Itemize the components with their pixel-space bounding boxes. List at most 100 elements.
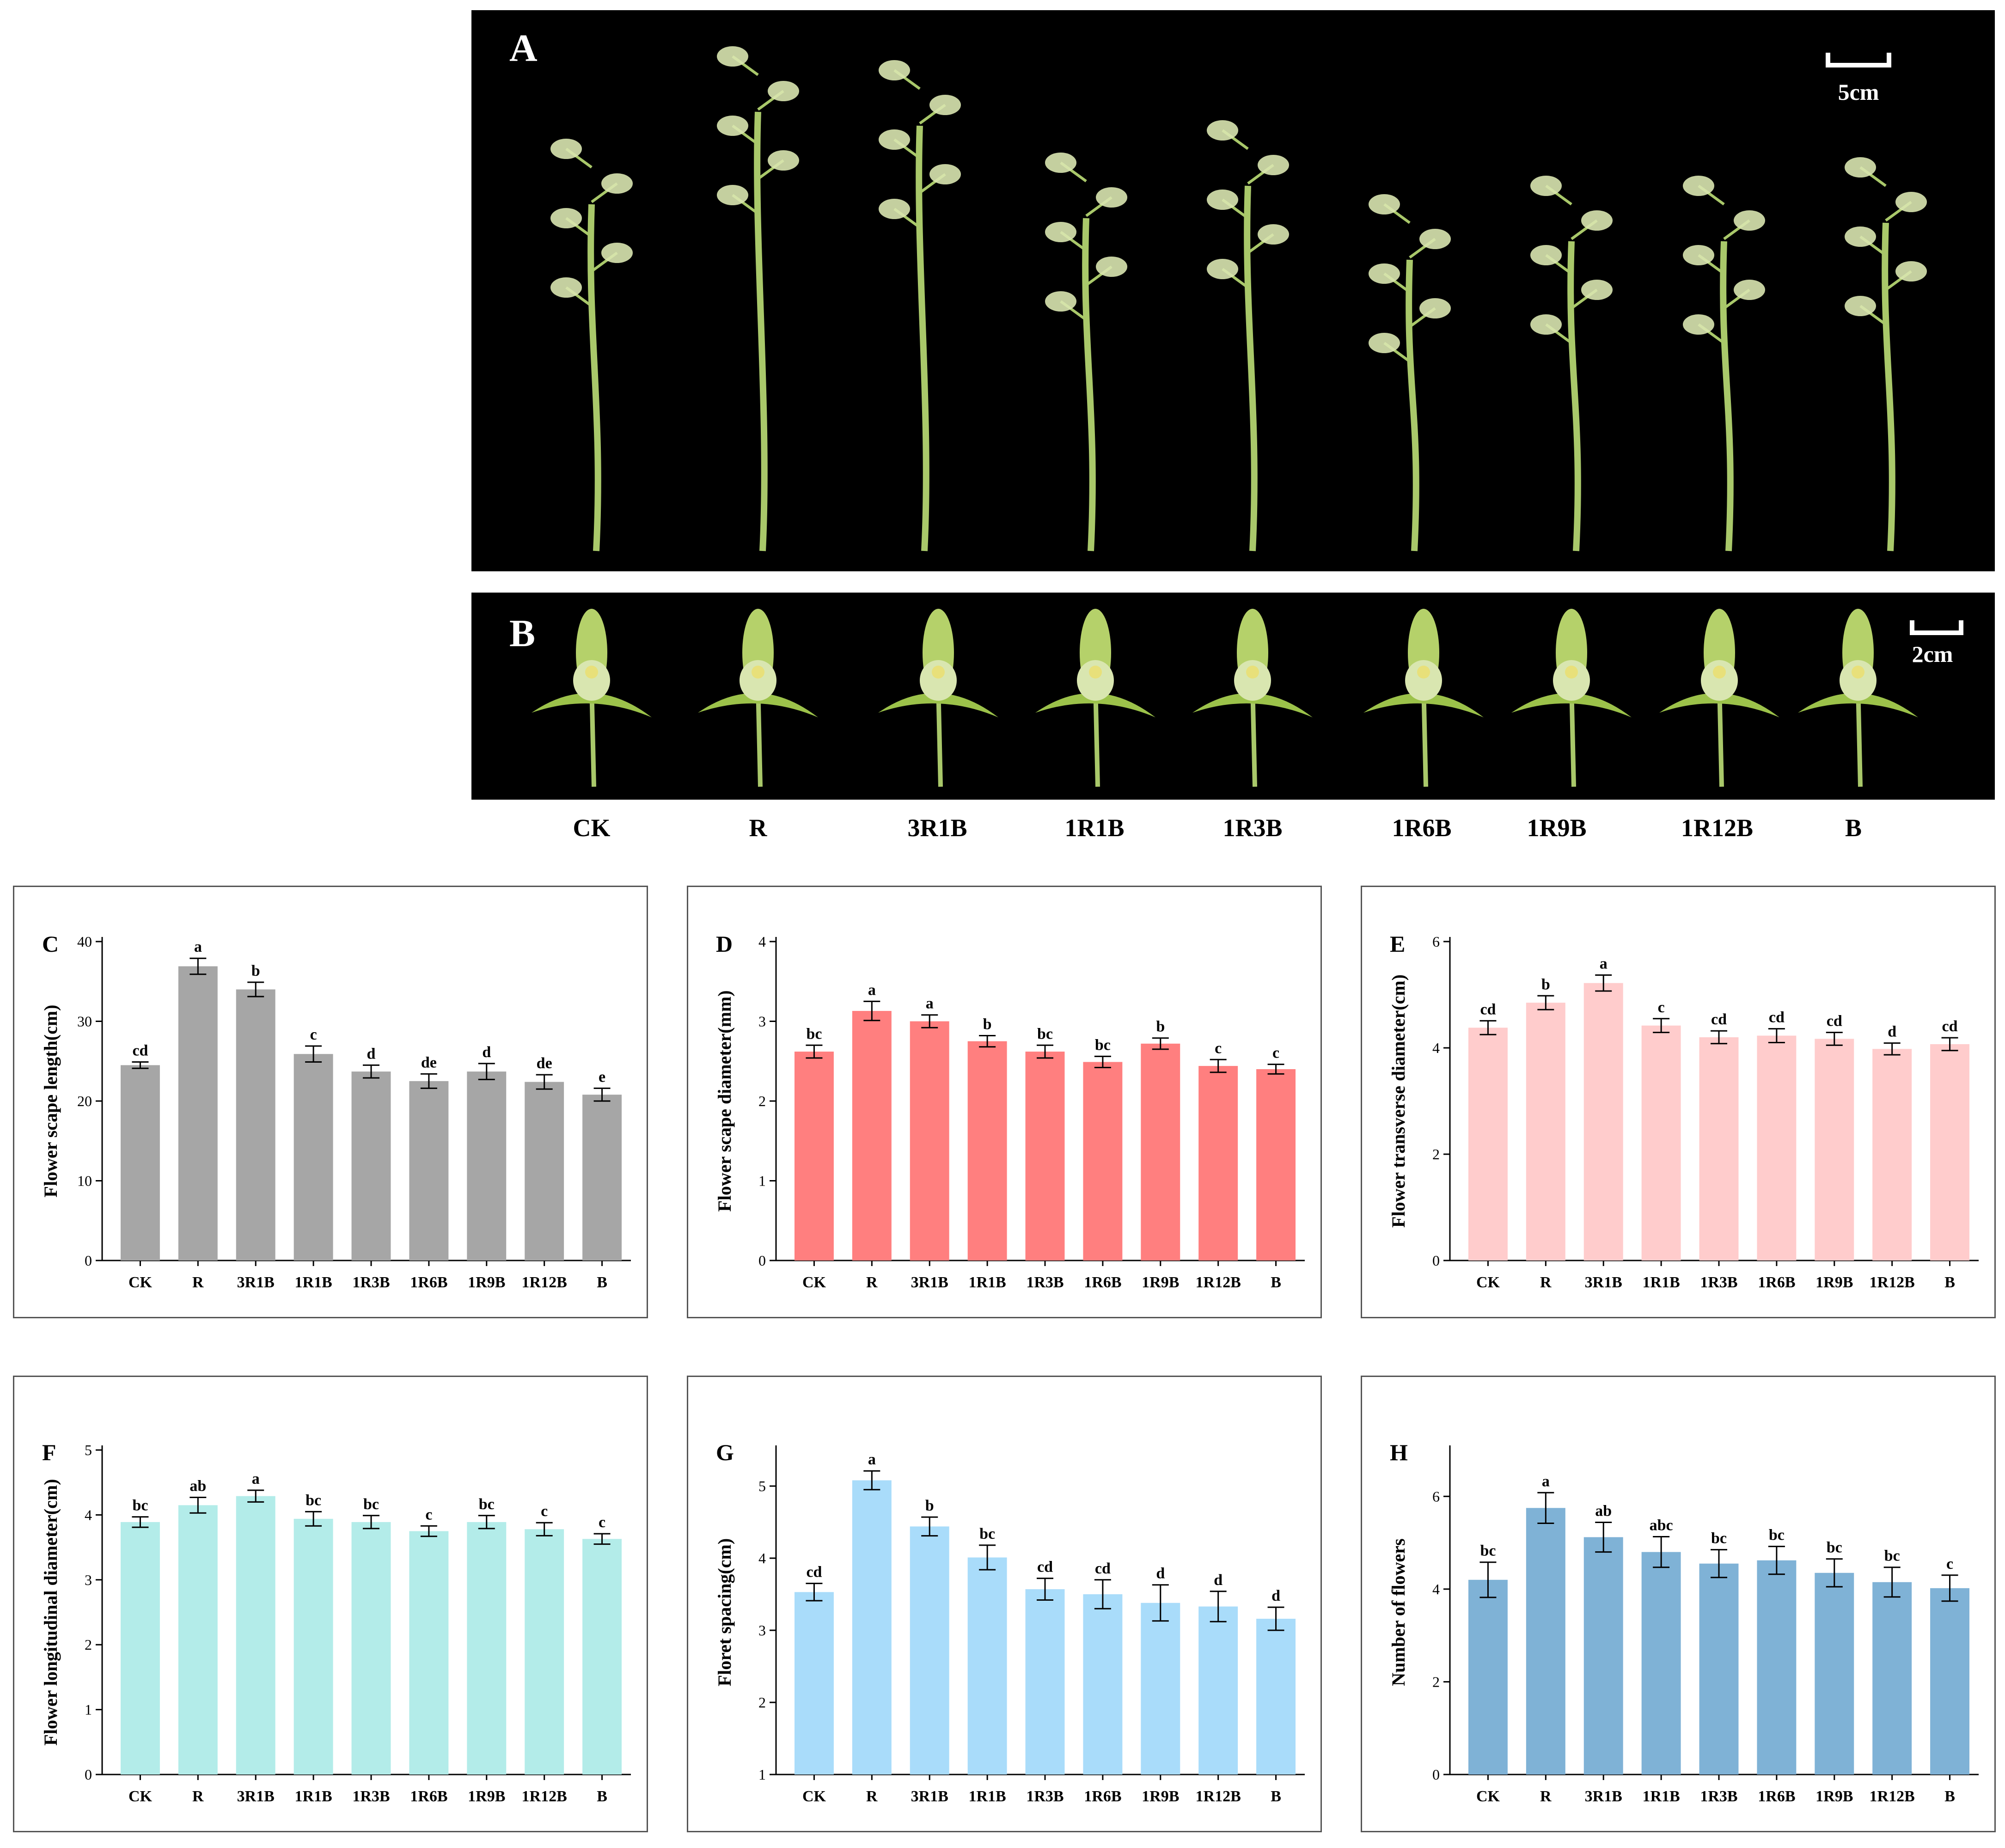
x-tick-label: 1R12B <box>522 1788 567 1805</box>
scale-bar-b <box>1910 620 1963 635</box>
plant-flower <box>1581 280 1613 300</box>
x-tick-label: CK <box>802 1274 826 1291</box>
treatment-label: B <box>1845 814 1862 842</box>
flower-2 <box>698 609 818 787</box>
flower-column <box>1565 666 1578 679</box>
bar-B <box>1256 1619 1296 1775</box>
flower-lip <box>573 660 610 701</box>
plant-flower <box>1258 224 1289 245</box>
x-tick-label: CK <box>1476 1788 1500 1805</box>
significance-letter: b <box>1541 976 1550 993</box>
x-tick-label: 1R3B <box>352 1788 390 1805</box>
significance-letter: b <box>1156 1018 1165 1035</box>
bar-B <box>582 1095 622 1261</box>
significance-letter: a <box>194 938 202 955</box>
significance-letter: c <box>310 1026 317 1043</box>
significance-letter: e <box>599 1068 605 1085</box>
plant-flower <box>717 46 748 67</box>
bar-3R1B <box>910 1021 949 1261</box>
plant-stem <box>1406 259 1419 551</box>
y-tick-label: 0 <box>758 1252 766 1269</box>
significance-letter: a <box>926 995 934 1012</box>
x-tick-label: B <box>597 1788 607 1805</box>
significance-letter: c <box>1946 1555 1953 1573</box>
scale-bar-a <box>1826 53 1891 67</box>
flower-column <box>1852 666 1864 679</box>
chart-h: H Number of flowers 0 2 4 6 bc CK a Rab 3R1B abc 1R1… <box>1388 1439 1979 1805</box>
treatment-label: R <box>749 814 767 842</box>
x-tick-label: 1R6B <box>410 1274 447 1291</box>
y-tick-label: 40 <box>77 933 92 950</box>
plant-stem <box>1244 185 1258 551</box>
panel-letter-b: B <box>509 612 536 655</box>
significance-letter: cd <box>1942 1018 1958 1035</box>
bar-1R6B <box>1083 1062 1123 1261</box>
flower-sepals <box>1035 693 1155 717</box>
significance-letter: cd <box>1480 1001 1496 1018</box>
y-tick-label: 0 <box>1432 1252 1440 1269</box>
plant-flower <box>717 185 748 205</box>
flower-column <box>1417 666 1430 679</box>
panel-letter-g: G <box>716 1439 734 1465</box>
bar-3R1B <box>236 989 275 1261</box>
plant-flower <box>1207 190 1238 210</box>
x-tick-label: 1R3B <box>1026 1788 1064 1805</box>
x-tick-label: CK <box>1476 1274 1500 1291</box>
plant-flower <box>1734 210 1765 231</box>
flower-lip <box>1840 660 1877 701</box>
x-tick-label: 1R9B <box>468 1274 505 1291</box>
x-tick-label: R <box>866 1788 878 1805</box>
plant-flower <box>879 129 910 150</box>
y-tick-label: 4 <box>85 1506 92 1523</box>
significance-letter: d <box>1888 1023 1896 1040</box>
treatment-label: 1R1B <box>1064 814 1125 842</box>
flower-sepals <box>1192 693 1313 717</box>
bar-1R9B <box>467 1522 507 1775</box>
significance-letter: bc <box>1095 1036 1111 1053</box>
bar-1R9B <box>1141 1043 1180 1261</box>
plant-stem <box>587 204 601 551</box>
y-tick-label: 4 <box>1432 1581 1440 1597</box>
y-tick-label: 2 <box>1432 1673 1440 1690</box>
x-tick-label: 1R1B <box>294 1274 332 1291</box>
x-tick-label: R <box>866 1274 878 1291</box>
flower-lip <box>1234 660 1271 701</box>
bar-1R12B <box>525 1529 564 1775</box>
plant-flower <box>1045 153 1076 173</box>
x-tick-label: 1R9B <box>1142 1274 1179 1291</box>
significance-letter: d <box>1271 1587 1280 1604</box>
flower-1 <box>532 609 652 787</box>
significance-letter: bc <box>979 1525 995 1542</box>
plant-flower <box>1530 176 1562 196</box>
significance-letter: c <box>1272 1045 1279 1062</box>
x-tick-label: 3R1B <box>237 1274 275 1291</box>
x-tick-label: 1R9B <box>1816 1274 1853 1291</box>
plant-stem <box>1882 222 1895 551</box>
flower-column <box>1246 666 1259 679</box>
flower-sepals <box>1363 693 1484 717</box>
significance-letter: cd <box>1769 1009 1785 1026</box>
significance-letter: bc <box>363 1496 379 1513</box>
whole-plant-photos <box>550 46 1927 551</box>
significance-letter: de <box>421 1054 437 1071</box>
y-tick-label: 5 <box>85 1442 92 1458</box>
x-tick-label: 1R6B <box>1084 1788 1121 1805</box>
flower-sepals <box>1511 693 1632 717</box>
y-axis-label: Flower longitudinal diameter(cm) <box>40 1479 61 1746</box>
flower-lip <box>1077 660 1114 701</box>
significance-letter: a <box>1600 955 1608 972</box>
significance-letter: bc <box>1711 1530 1727 1547</box>
plant-flower <box>1369 333 1400 353</box>
y-tick-label: 2 <box>85 1636 92 1653</box>
plant-7 <box>1530 176 1613 551</box>
bar-R <box>852 1480 892 1775</box>
bar-R <box>178 1505 218 1775</box>
y-tick-label: 4 <box>758 1550 766 1567</box>
plant-flower <box>1207 259 1238 279</box>
y-tick-label: 0 <box>85 1766 92 1783</box>
plant-stem <box>1082 218 1096 551</box>
plant-flower <box>1369 263 1400 284</box>
plant-flower <box>879 60 910 80</box>
